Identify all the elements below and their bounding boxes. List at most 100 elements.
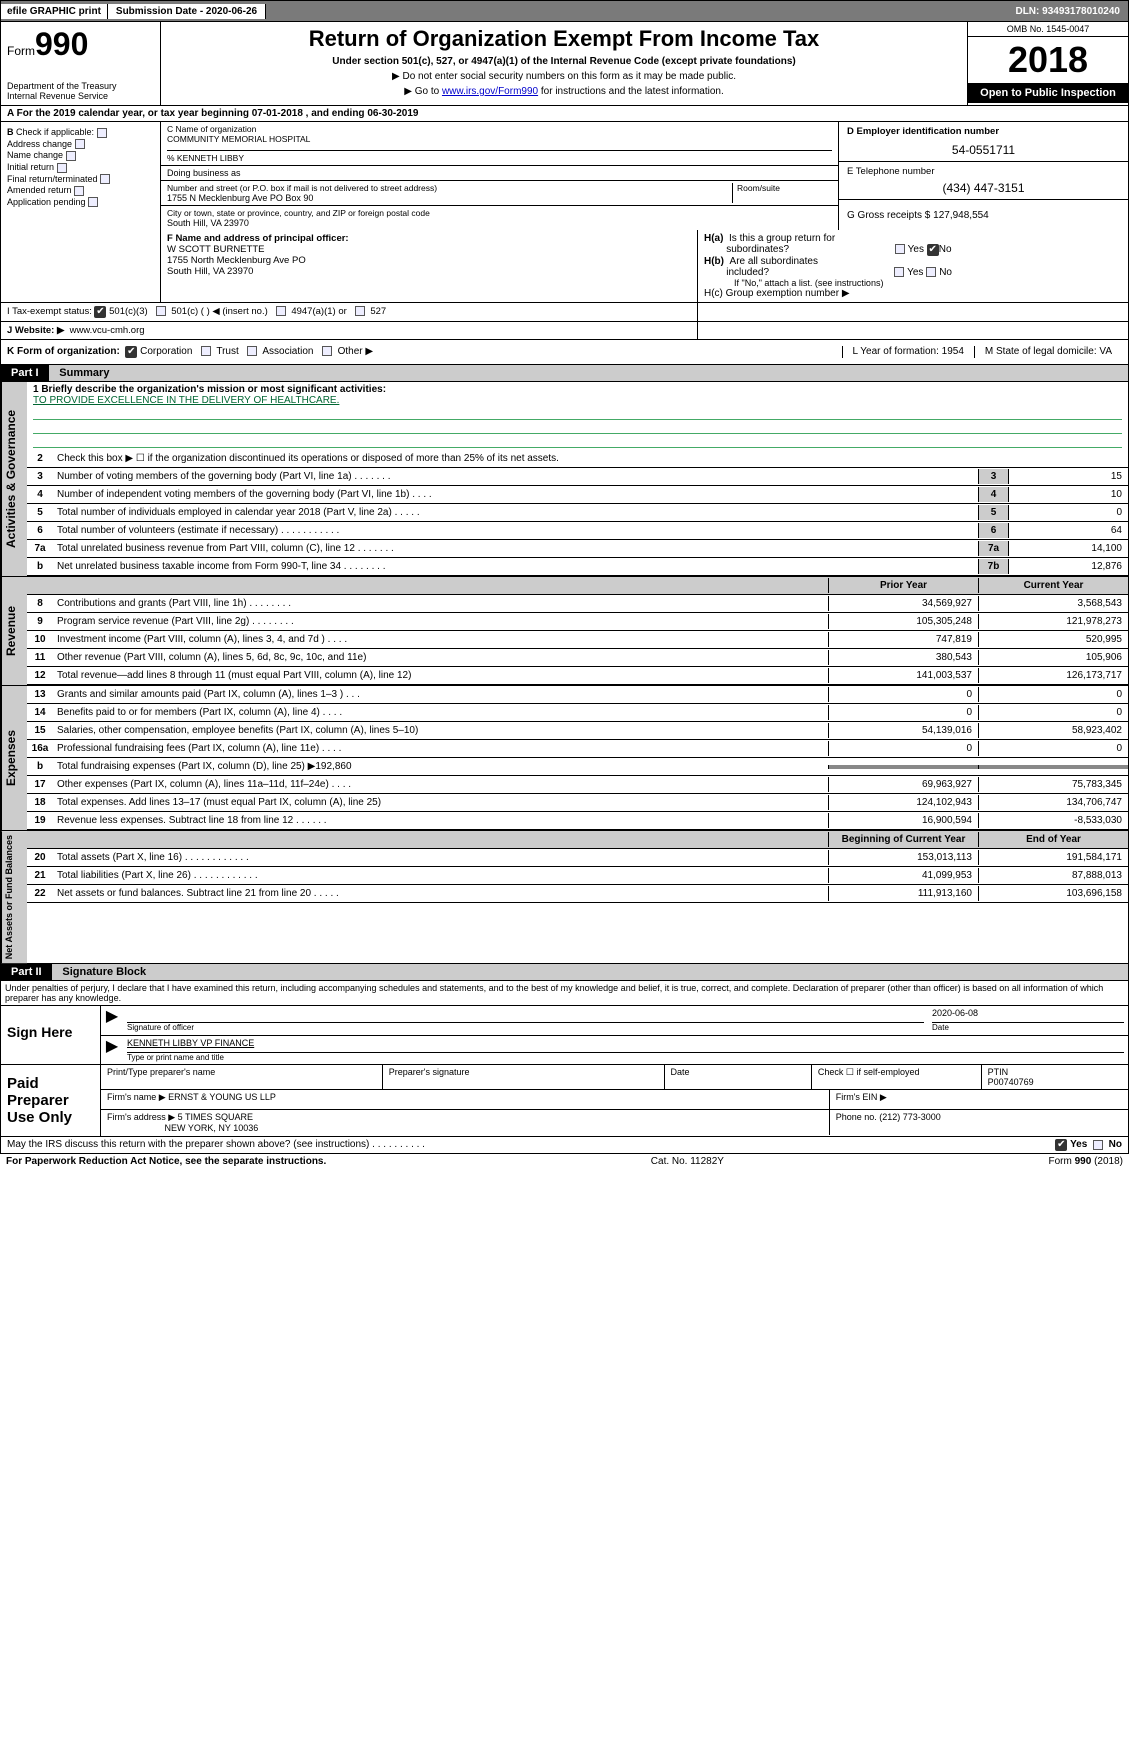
- spacer: [1, 230, 161, 302]
- form-title: Return of Organization Exempt From Incom…: [171, 26, 957, 52]
- hb-note: If "No," attach a list. (see instruction…: [704, 278, 1122, 288]
- d-block: D Employer identification number 54-0551…: [839, 122, 1128, 162]
- k-assoc: Association: [262, 346, 313, 357]
- l1-text: TO PROVIDE EXCELLENCE IN THE DELIVERY OF…: [33, 395, 339, 406]
- opt-527: 527: [370, 306, 386, 317]
- hint2-post: for instructions and the latest informat…: [538, 86, 724, 97]
- na-body: Beginning of Current YearEnd of Year 20T…: [27, 831, 1128, 963]
- e-label: E Telephone number: [847, 166, 1120, 177]
- line-9: 9Program service revenue (Part VIII, lin…: [27, 613, 1128, 631]
- discuss-q: May the IRS discuss this return with the…: [7, 1139, 425, 1151]
- dba: Doing business as: [161, 166, 838, 181]
- hdr-end: End of Year: [978, 832, 1128, 847]
- i-label: I Tax-exempt status:: [7, 306, 92, 317]
- dln: DLN: 93493178010240: [1007, 4, 1128, 19]
- date-val: 2020-06-08: [932, 1008, 1124, 1022]
- sig-officer: Signature of officer: [123, 1006, 928, 1035]
- line-b: bTotal fundraising expenses (Part IX, co…: [27, 758, 1128, 776]
- k-label: K Form of organization:: [7, 346, 120, 357]
- firm-name: Firm's name ▶ ERNST & YOUNG US LLP: [101, 1090, 830, 1109]
- firm-phone: Phone no. (212) 773-3000: [830, 1110, 1128, 1135]
- officer-addr: 1755 North Mecklenburg Ave PO: [167, 255, 691, 266]
- b-item: Address change: [7, 139, 154, 150]
- footer-discuss: May the IRS discuss this return with the…: [0, 1137, 1129, 1154]
- hint1: ▶ Do not enter social security numbers o…: [171, 71, 957, 82]
- opt-501c: 501(c) ( ) ◀ (insert no.): [171, 306, 268, 317]
- i-right: [698, 303, 1128, 321]
- line-14: 14Benefits paid to or for members (Part …: [27, 704, 1128, 722]
- sign-body: ▶ Signature of officer 2020-06-08Date ▶ …: [101, 1006, 1128, 1064]
- j-label: J Website: ▶: [7, 325, 64, 336]
- sign-here: Sign Here: [1, 1006, 101, 1064]
- firm-addr-lbl: Firm's address ▶: [107, 1112, 175, 1122]
- c-label: C Name of organization: [167, 124, 832, 134]
- irs-link[interactable]: www.irs.gov/Form990: [442, 86, 538, 97]
- addr-row: Number and street (or P.O. box if mail i…: [161, 181, 838, 206]
- col-c: C Name of organization COMMUNITY MEMORIA…: [161, 122, 838, 230]
- checkbox-icon[interactable]: [1093, 1140, 1103, 1150]
- row-fh: F Name and address of principal officer:…: [0, 230, 1129, 303]
- form-center: Return of Organization Exempt From Incom…: [161, 22, 968, 105]
- part2: Part II Signature Block Under penalties …: [0, 964, 1129, 1065]
- hc: H(c) Group exemption number ▶: [704, 288, 1122, 299]
- name-field: KENNETH LIBBY VP FINANCEType or print na…: [123, 1036, 1128, 1064]
- form-left: Form990 Department of the Treasury Inter…: [1, 22, 161, 105]
- omb: OMB No. 1545-0047: [968, 22, 1128, 37]
- b-item: Initial return: [7, 162, 154, 173]
- part1-expenses: Expenses 13Grants and similar amounts pa…: [0, 686, 1129, 831]
- signer-name: KENNETH LIBBY VP FINANCE: [127, 1038, 1124, 1052]
- line-5: 5Total number of individuals employed in…: [27, 504, 1128, 522]
- part1-hdr: Part I: [1, 365, 49, 381]
- e-block: E Telephone number (434) 447-3151: [839, 162, 1128, 200]
- line-13: 13Grants and similar amounts paid (Part …: [27, 686, 1128, 704]
- form-prefix: Form: [7, 44, 35, 58]
- line-6: 6Total number of volunteers (estimate if…: [27, 522, 1128, 540]
- line-8: 8Contributions and grants (Part VIII, li…: [27, 595, 1128, 613]
- checkbox-icon[interactable]: [247, 346, 257, 356]
- part2-sub: Signature Block: [54, 966, 146, 978]
- i-block: I Tax-exempt status: ✔ 501(c)(3) 501(c) …: [1, 303, 698, 321]
- checkbox-icon[interactable]: [276, 306, 286, 316]
- col-b: B Check if applicable: Address change Na…: [1, 122, 161, 230]
- arrow-icon: ▶: [101, 1006, 123, 1035]
- phone: (434) 447-3151: [847, 181, 1120, 195]
- part1-governance: Activities & Governance 1 Briefly descri…: [0, 382, 1129, 577]
- checkbox-icon[interactable]: [201, 346, 211, 356]
- checkbox-icon[interactable]: [156, 306, 166, 316]
- col-d: D Employer identification number 54-0551…: [838, 122, 1128, 230]
- firm-name-val: ERNST & YOUNG US LLP: [168, 1092, 276, 1102]
- submission-date: Submission Date - 2020-06-26: [108, 4, 266, 19]
- checkbox-icon[interactable]: [895, 244, 905, 254]
- strip-revenue: Revenue: [1, 577, 27, 685]
- l2: Check this box ▶ ☐ if the organization d…: [53, 451, 1128, 466]
- line-22: 22Net assets or fund balances. Subtract …: [27, 885, 1128, 903]
- checkbox-icon[interactable]: [894, 267, 904, 277]
- line-10: 10Investment income (Part VIII, column (…: [27, 631, 1128, 649]
- firm-ein: Firm's EIN ▶: [830, 1090, 1128, 1109]
- k-other: Other ▶: [338, 346, 373, 357]
- j-block: J Website: ▶ www.vcu-cmh.org: [1, 322, 698, 339]
- mission: 1 Briefly describe the organization's mi…: [27, 382, 1128, 450]
- checkbox-icon[interactable]: [926, 267, 936, 277]
- row-i: I Tax-exempt status: ✔ 501(c)(3) 501(c) …: [0, 303, 1129, 322]
- line-15: 15Salaries, other compensation, employee…: [27, 722, 1128, 740]
- dept1: Department of the Treasury: [7, 81, 154, 91]
- discuss-ans: ✔ Yes No: [1055, 1139, 1122, 1151]
- k-left: K Form of organization: ✔ Corporation Tr…: [7, 346, 842, 358]
- line-19: 19Revenue less expenses. Subtract line 1…: [27, 812, 1128, 830]
- checkbox-icon[interactable]: [355, 306, 365, 316]
- gov-body: 1 Briefly describe the organization's mi…: [27, 382, 1128, 576]
- efile-label: efile GRAPHIC print: [1, 4, 108, 19]
- h-selfemp: Check ☐ if self-employed: [812, 1065, 982, 1089]
- hdr-curr: Current Year: [978, 578, 1128, 593]
- check-icon: ✔: [125, 346, 137, 358]
- paid-label: Paid Preparer Use Only: [1, 1065, 101, 1136]
- exp-body: 13Grants and similar amounts paid (Part …: [27, 686, 1128, 830]
- officer-city: South Hill, VA 23970: [167, 266, 691, 277]
- line-7a: 7aTotal unrelated business revenue from …: [27, 540, 1128, 558]
- h-block: H(a) Is this a group return for subordin…: [698, 230, 1128, 302]
- line-21: 21Total liabilities (Part X, line 26) . …: [27, 867, 1128, 885]
- care-of: % KENNETH LIBBY: [167, 150, 832, 163]
- checkbox-icon[interactable]: [97, 128, 107, 138]
- checkbox-icon[interactable]: [322, 346, 332, 356]
